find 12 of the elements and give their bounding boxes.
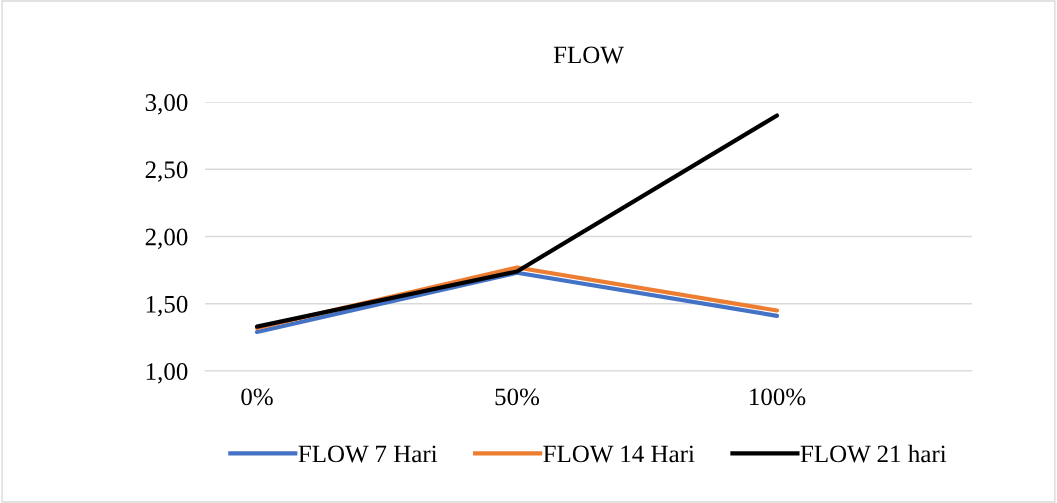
y-tick-label: 2,50 [145, 161, 188, 182]
legend-label: FLOW 14 Hari [543, 445, 695, 463]
y-tick-label: 2,00 [145, 228, 188, 250]
x-tick-label: 0% [241, 388, 273, 406]
legend-label: FLOW 21 hari [800, 444, 947, 463]
y-tick-label: 1,00 [146, 363, 188, 384]
chart-title: FLOW [553, 46, 624, 64]
x-tick-label: 100% [750, 388, 806, 406]
legend-label: FLOW 7 Hari [298, 445, 438, 463]
y-tick-label: 1,50 [146, 295, 188, 317]
x-tick-label: 50% [495, 388, 540, 406]
y-tick-label: 3,00 [145, 94, 188, 115]
